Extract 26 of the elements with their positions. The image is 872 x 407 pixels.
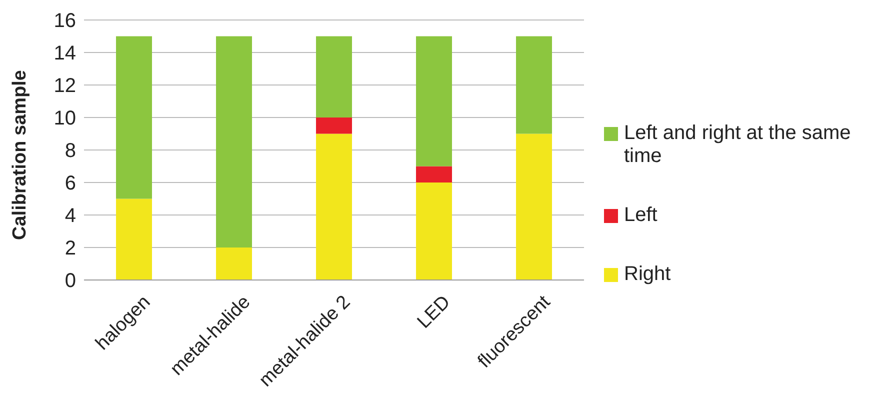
y-tick-label: 10 <box>54 108 76 130</box>
x-tick-label: LED <box>414 292 455 333</box>
y-tick-label: 4 <box>64 205 76 228</box>
legend-label: Right <box>624 263 671 286</box>
bar <box>416 182 452 280</box>
y-tick-label: 2 <box>64 238 76 260</box>
bar <box>416 36 452 166</box>
bar <box>116 198 152 280</box>
bar <box>216 36 252 248</box>
y-tick-label: 0 <box>64 270 76 292</box>
y-tick-label: 12 <box>54 75 76 98</box>
bar <box>416 166 452 182</box>
bar <box>116 36 152 199</box>
legend-label: Left and right at the same time <box>624 122 852 168</box>
y-axis-title: Calibration sample <box>10 70 31 240</box>
bar <box>216 248 252 280</box>
y-tick-label: 6 <box>64 172 76 195</box>
y-tick-label: 8 <box>64 140 76 162</box>
legend-label: Left <box>624 204 658 227</box>
bar <box>516 36 552 134</box>
y-tick-label: 14 <box>54 42 76 65</box>
bar <box>316 36 352 118</box>
bar <box>316 134 352 280</box>
bar <box>516 134 552 280</box>
bar <box>316 118 352 134</box>
y-tick-label: 16 <box>54 10 76 32</box>
